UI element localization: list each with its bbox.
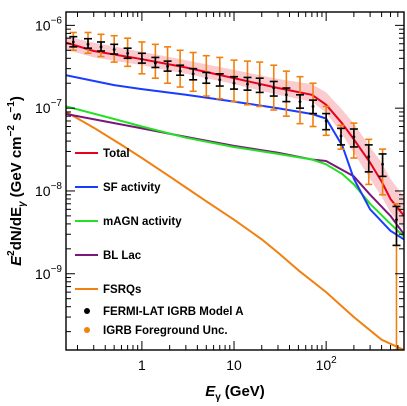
legend-label: FERMI-LAT IGRB Model A (103, 306, 244, 318)
series-line-total (66, 41, 404, 217)
fermi-igrb-point (163, 60, 172, 72)
x-axis-title-unit: (GeV) (225, 383, 265, 400)
y-axis-title-unit-close: ) (8, 96, 25, 101)
y-tick-label: 10−7 (35, 98, 62, 116)
series-line-magn-activity (66, 105, 404, 238)
y-axis-title-unit-sup1: −2 (6, 125, 17, 137)
fermi-igrb-point (230, 75, 239, 90)
x-tick-label: 102 (316, 355, 338, 373)
fermi-igrb-point (255, 77, 264, 94)
fermi-igrb-point (123, 47, 132, 60)
fermi-igrb-point (97, 41, 106, 52)
data-points (56, 31, 401, 350)
fermi-igrb-point (349, 128, 358, 148)
fermi-igrb-point (309, 99, 318, 115)
legend-label: IGRB Foreground Unc. (103, 325, 228, 337)
y-tick-label: 10−8 (35, 181, 62, 199)
x-axis-title-main: E (205, 383, 216, 400)
total-uncertainty-band (66, 36, 404, 229)
legend-label: FSRQs (103, 284, 141, 296)
legend-marker (84, 308, 90, 314)
y-axis-title: E2dN/dEγ (GeV cm−2 s−1) (6, 96, 28, 266)
fermi-igrb-point (110, 43, 119, 55)
y-axis-title-unit-open: (GeV cm (8, 136, 25, 197)
fermi-igrb-point (243, 76, 252, 91)
y-axis-title-unit-mid: s (8, 113, 25, 126)
fermi-igrb-point (378, 153, 387, 178)
uncertainty-band (66, 36, 404, 229)
fermi-igrb-point (322, 112, 331, 131)
plot-frame (65, 11, 405, 351)
legend-label: Total (103, 148, 130, 160)
fermi-igrb-point (202, 71, 211, 85)
fermi-igrb-point (337, 127, 346, 146)
fermi-igrb-point (295, 93, 304, 109)
y-tick-label: 10−6 (35, 15, 62, 33)
fermi-igrb-point (151, 56, 160, 69)
legend-label: BL Lac (103, 250, 142, 262)
y-axis-title-main: E (8, 255, 25, 266)
legend-label: mAGN activity (103, 216, 182, 228)
x-tick-label: 1 (138, 357, 146, 373)
fermi-igrb-point (84, 37, 93, 49)
x-tick-label: 10 (226, 357, 242, 373)
legend: Total SF activity mAGN activity BL Lac FSRQs… (75, 148, 244, 337)
legend-label: SF activity (103, 182, 161, 194)
x-axis-title: Eγ (GeV) (205, 383, 265, 403)
fermi-igrb-point (364, 144, 373, 173)
fermi-igrb-point (137, 52, 146, 64)
y-axis-title-rest: dN/dE (8, 207, 25, 250)
legend-marker (84, 327, 90, 333)
igrb-foreground-point (57, 34, 64, 51)
y-axis-title-sup: 2 (6, 250, 17, 256)
fermi-igrb-point (56, 36, 64, 49)
fermi-igrb-point (69, 35, 78, 48)
y-tick-label: 10−9 (35, 264, 62, 282)
x-axis-title-sub: γ (215, 392, 221, 403)
fermi-igrb-point (392, 205, 401, 247)
y-axis-title-unit-sup2: −1 (6, 101, 17, 113)
fermi-igrb-point (269, 80, 278, 97)
y-axis-title-sub2: γ (17, 200, 28, 207)
axis-ticks: 1 10 102 10−9 10−8 10−7 10−6 (35, 12, 405, 373)
fermi-igrb-point (189, 67, 198, 81)
series-line-fsrqs (66, 111, 404, 350)
fermi-igrb-point (215, 73, 224, 87)
fermi-igrb-point (176, 64, 185, 77)
fermi-igrb-point (282, 87, 291, 103)
